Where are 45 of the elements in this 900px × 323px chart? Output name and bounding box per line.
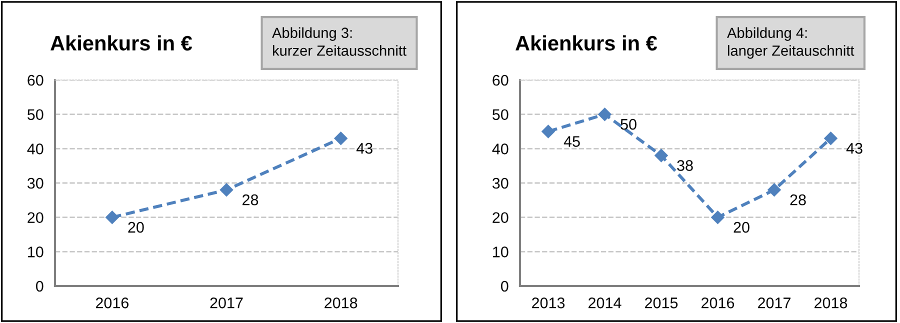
x-tick-label: 2017 bbox=[758, 298, 790, 308]
data-label: 38 bbox=[677, 160, 693, 171]
text: Abbildung 4: langer Zeitauschnitt bbox=[727, 27, 854, 59]
data-label: 20 bbox=[128, 222, 144, 233]
point bbox=[220, 183, 234, 196]
y-tick-label: 60 bbox=[28, 74, 44, 86]
point bbox=[598, 108, 612, 121]
y-tick-label: 0 bbox=[500, 280, 508, 292]
text: Abbildung 3: kurzer Zeitausschnitt bbox=[272, 27, 406, 56]
y-tick-label: 50 bbox=[28, 109, 44, 120]
y-tick-label: 10 bbox=[493, 246, 508, 258]
point bbox=[824, 132, 838, 145]
data-label: 28 bbox=[790, 194, 806, 206]
y-tick-label: 50 bbox=[492, 109, 508, 120]
y-tick-label: 0 bbox=[36, 280, 44, 292]
x-tick-label: 2018 bbox=[814, 298, 848, 308]
x-tick-label: 2015 bbox=[645, 298, 678, 308]
data-label: 43 bbox=[846, 142, 862, 154]
x-tick-label: 2014 bbox=[588, 298, 622, 308]
x-tick-label: 2017 bbox=[210, 298, 243, 308]
y-tick-label: 10 bbox=[28, 246, 44, 258]
data-label: 43 bbox=[356, 142, 372, 154]
y-tick-label: 40 bbox=[492, 144, 508, 154]
y-tick-label: 20 bbox=[492, 212, 508, 224]
data-label: 50 bbox=[620, 118, 636, 130]
point bbox=[334, 132, 348, 145]
y-tick-label: 60 bbox=[492, 74, 508, 86]
y-tick-label: 40 bbox=[27, 144, 44, 154]
point bbox=[106, 210, 119, 224]
y-tick-label: 30 bbox=[492, 178, 508, 189]
chart-title: Akienkurs in € bbox=[516, 35, 658, 51]
data-label: 28 bbox=[242, 194, 258, 206]
chart-title: Akienkurs in € bbox=[50, 35, 192, 51]
y-tick-label: 30 bbox=[27, 178, 44, 189]
x-tick-label: 2016 bbox=[96, 298, 128, 308]
point bbox=[711, 210, 724, 224]
data-label: 45 bbox=[564, 136, 580, 147]
x-tick-label: 2013 bbox=[532, 298, 565, 308]
point bbox=[654, 148, 668, 162]
x-tick-label: 2018 bbox=[324, 298, 358, 308]
data-label: 20 bbox=[734, 222, 750, 233]
x-tick-label: 2016 bbox=[702, 298, 734, 308]
point bbox=[768, 183, 781, 196]
point bbox=[542, 124, 555, 138]
y-tick-label: 20 bbox=[28, 212, 44, 224]
